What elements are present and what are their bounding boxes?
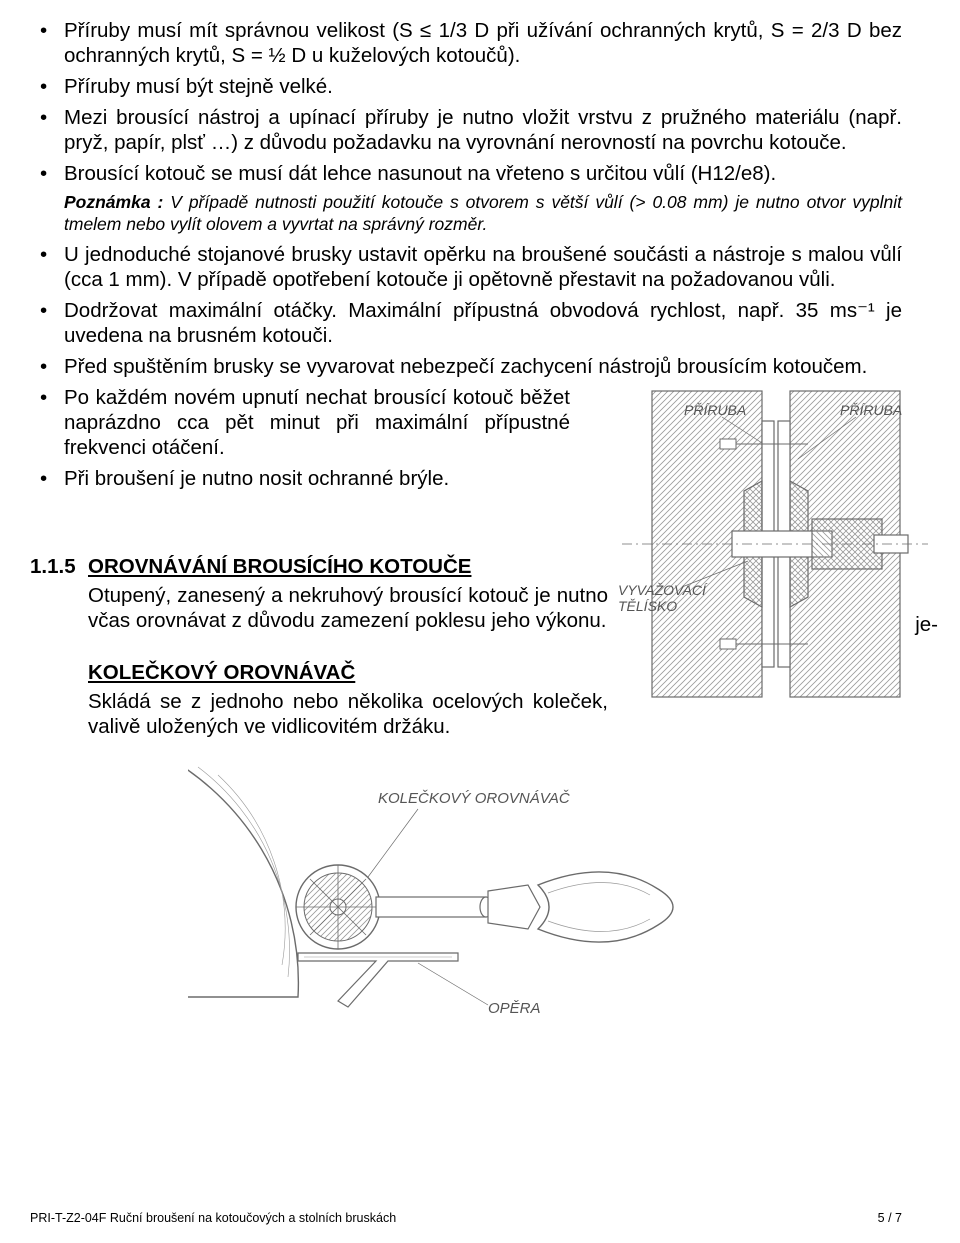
section-para: Otupený, zanesený a nekruhový brousící k…: [88, 583, 608, 633]
bullet-text: U jednoduché stojanové brusky ustavit op…: [64, 242, 902, 292]
section-row: 1.1.5 OROVNÁVÁNÍ BROUSÍCÍHO KOTOUČE Otup…: [30, 555, 902, 1027]
list-item: • Dodržovat maximální otáčky. Maximální …: [30, 298, 902, 348]
label-opera: OPĚRA: [488, 1000, 541, 1017]
dresser-diagram: KOLEČKOVÝ OROVNÁVAČ OPĚRA: [188, 757, 748, 1027]
bullet-text: Po každém novém upnutí nechat brousící k…: [64, 385, 570, 460]
wrap-region: • Po každém novém upnutí nechat brousící…: [30, 385, 902, 491]
list-item: • Příruby musí mít správnou velikost (S …: [30, 18, 902, 68]
bullet-text: Příruby musí mít správnou velikost (S ≤ …: [64, 18, 902, 68]
bullet-marker: •: [30, 466, 64, 491]
note: Poznámka : V případě nutnosti použití ko…: [64, 192, 902, 236]
list-item: • U jednoduché stojanové brusky ustavit …: [30, 242, 902, 292]
list-item: • Mezi brousící nástroj a upínací přírub…: [30, 105, 902, 155]
bullet-marker: •: [30, 354, 64, 379]
list-item: • Brousící kotouč se musí dát lehce nasu…: [30, 161, 902, 186]
wrap-text: • Po každém novém upnutí nechat brousící…: [30, 385, 570, 491]
bullet-marker: •: [30, 74, 64, 99]
label-priruba-right: PŘÍRUBA: [840, 402, 902, 418]
footer: PRI-T-Z2-04F Ruční broušení na kotoučový…: [30, 1211, 902, 1225]
bullet-marker: •: [30, 298, 64, 348]
section-number: 1.1.5: [30, 555, 88, 579]
footer-left: PRI-T-Z2-04F Ruční broušení na kotoučový…: [30, 1211, 396, 1225]
bullet-text: Dodržovat maximální otáčky. Maximální př…: [64, 298, 902, 348]
bullet-marker: •: [30, 18, 64, 68]
bullet-text: Mezi brousící nástroj a upínací příruby …: [64, 105, 902, 155]
list-item: • Po každém novém upnutí nechat brousící…: [30, 385, 570, 460]
label-koleckovy: KOLEČKOVÝ OROVNÁVAČ: [378, 790, 570, 807]
float-word: je-: [915, 613, 938, 637]
page: • Příruby musí mít správnou velikost (S …: [0, 0, 960, 1243]
footer-right: 5 / 7: [878, 1211, 902, 1225]
bullet-text: Příruby musí být stejně velké.: [64, 74, 902, 99]
note-label: Poznámka :: [64, 192, 163, 212]
section-title: OROVNÁVÁNÍ BROUSÍCÍHO KOTOUČE: [88, 555, 902, 579]
list-item: • Při broušení je nutno nosit ochranné b…: [30, 466, 570, 491]
bullet-marker: •: [30, 161, 64, 186]
list-item: • Před spuštěním brusky se vyvarovat neb…: [30, 354, 902, 379]
body: • Příruby musí mít správnou velikost (S …: [30, 18, 902, 1027]
subsection-para: Skládá se z jednoho nebo několika ocelov…: [88, 689, 608, 739]
bullet-text: Při broušení je nutno nosit ochranné brý…: [64, 466, 570, 491]
section-block: OROVNÁVÁNÍ BROUSÍCÍHO KOTOUČE Otupený, z…: [88, 555, 902, 1027]
bullet-text: Před spuštěním brusky se vyvarovat nebez…: [64, 354, 902, 379]
bullet-marker: •: [30, 242, 64, 292]
subsection-title: KOLEČKOVÝ OROVNÁVAČ: [88, 661, 902, 685]
note-text: V případě nutnosti použití kotouče s otv…: [64, 192, 902, 234]
bullet-text: Brousící kotouč se musí dát lehce nasuno…: [64, 161, 902, 186]
bullet-marker: •: [30, 105, 64, 155]
list-item: • Příruby musí být stejně velké.: [30, 74, 902, 99]
bullet-marker: •: [30, 385, 64, 460]
label-priruba-left: PŘÍRUBA: [684, 402, 746, 418]
